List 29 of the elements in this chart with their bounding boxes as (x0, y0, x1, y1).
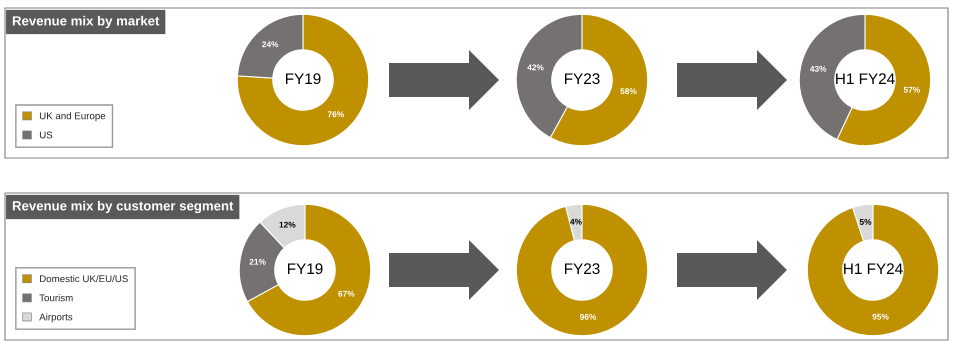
text: FY19 (286, 73, 321, 84)
legend-label: UK and Europe (40, 112, 106, 122)
chart-title: Revenue mix by market (12, 16, 160, 28)
legend-label: Domestic UK/EU/US (40, 275, 128, 282)
data-label: 4% (570, 218, 582, 225)
text: H1 FY24 (844, 263, 903, 274)
data-label: 24% (262, 41, 278, 48)
data-label: 95% (872, 314, 889, 320)
legend-label: Airports (39, 313, 72, 322)
data-label: 12% (280, 222, 296, 228)
text: FY19 (288, 263, 323, 274)
text: H1 FY24 (836, 73, 895, 84)
data-label: 5% (860, 218, 872, 225)
legend-label: US (40, 132, 52, 138)
data-label: 21% (250, 258, 266, 265)
data-label: 76% (328, 111, 344, 118)
donut-slice (806, 204, 940, 336)
text: FY23 (564, 73, 600, 84)
data-label: 57% (904, 86, 920, 93)
donut-slice (236, 14, 370, 146)
data-label: 96% (580, 314, 596, 320)
donut-slice (516, 204, 648, 336)
text: FY23 (564, 263, 600, 274)
data-label: 42% (527, 64, 544, 70)
chart-title: Revenue mix by customer segment (12, 200, 234, 214)
legend-label: Tourism (39, 294, 73, 302)
data-label: 43% (810, 66, 826, 72)
data-label: 58% (620, 88, 637, 94)
data-label: 67% (338, 290, 354, 297)
